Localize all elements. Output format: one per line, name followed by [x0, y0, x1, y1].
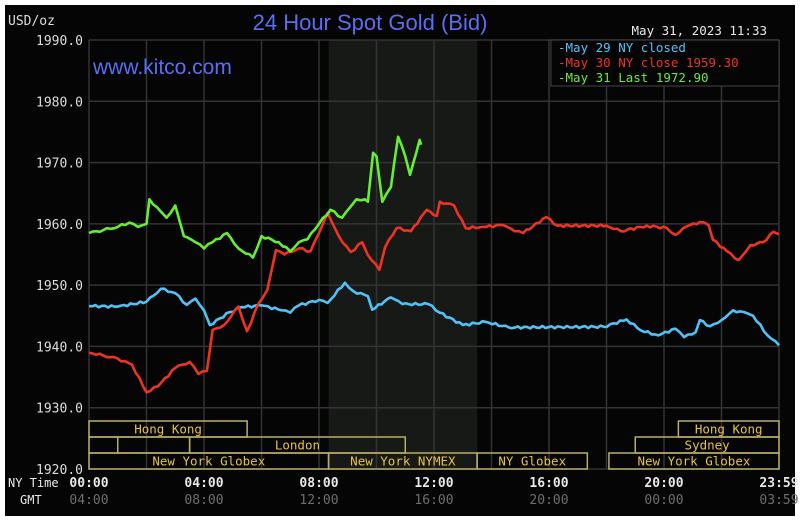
- session-label: Hong Kong: [695, 422, 763, 437]
- y-tick-label: 1920.0: [36, 463, 83, 478]
- y-axis-unit: USD/oz: [8, 14, 55, 29]
- kitco-watermark: www.kitco.com: [92, 56, 232, 79]
- series-line-3: [88, 135, 423, 259]
- session-label: New York NYMEX: [350, 454, 456, 469]
- session-box: [476, 452, 589, 470]
- y-axis-ticks: 1990.0 1980.0 1970.0 1960.0 1950.0 1940.0 1930…: [36, 34, 83, 478]
- series-lines: [88, 135, 780, 394]
- y-tick-label: 1940.0: [36, 340, 83, 355]
- legend-item-may29: -May 29 NY closed: [558, 40, 686, 55]
- session-label: London: [275, 438, 320, 453]
- gmt-label: GMT: [20, 493, 42, 507]
- y-tick-label: 1930.0: [36, 402, 83, 417]
- legend-item-may30: -May 30 NY close 1959.30: [558, 55, 739, 70]
- legend-item-may31: -May 31 Last 1972.90: [558, 70, 709, 85]
- x-tick-gmt: 03:59: [759, 493, 798, 508]
- x-tick-ny: 08:00: [299, 476, 338, 491]
- y-tick-label: 1950.0: [36, 279, 83, 294]
- y-tick-label: 1970.0: [36, 157, 83, 172]
- nymex-highlight-band: [328, 40, 478, 469]
- x-tick-ny: 23:59: [759, 476, 798, 491]
- x-tick-ny: 00:00: [69, 476, 108, 491]
- x-tick-ny: 16:00: [529, 476, 568, 491]
- x-tick-ny: 20:00: [644, 476, 683, 491]
- y-tick-label: 1990.0: [36, 34, 83, 49]
- y-tick-label: 1980.0: [36, 95, 83, 110]
- session-label: New York Globex: [638, 454, 751, 469]
- series-line-1: [88, 281, 780, 347]
- series-line-2: [88, 200, 780, 394]
- x-tick-ny: 12:00: [414, 476, 453, 491]
- ny-time-label: NY Time: [8, 476, 59, 490]
- session-label: Hong Kong: [134, 422, 202, 437]
- session-label: Sydney: [685, 438, 731, 453]
- x-tick-gmt: 16:00: [414, 493, 453, 508]
- x-tick-gmt: 04:00: [69, 493, 108, 508]
- timestamp: May 31, 2023 11:33: [632, 23, 767, 38]
- grid: [88, 39, 780, 470]
- x-tick-ny: 04:00: [184, 476, 223, 491]
- legend-box: [550, 39, 780, 87]
- x-tick-gmt: 08:00: [184, 493, 223, 508]
- y-tick-label: 1960.0: [36, 218, 83, 233]
- chart-title: 24 Hour Spot Gold (Bid): [253, 10, 488, 35]
- x-axis-ticks: 00:00 04:00 04:00 08:00 08:00 12:00 12:00 16:00…: [69, 476, 798, 508]
- x-tick-gmt: 00:00: [644, 493, 683, 508]
- session-label: New York Globex: [152, 454, 265, 469]
- session-box: [608, 452, 780, 470]
- x-tick-gmt: 20:00: [529, 493, 568, 508]
- legend: -May 29 NY closed -May 30 NY close 1959.…: [550, 39, 780, 87]
- x-tick-gmt: 12:00: [299, 493, 338, 508]
- session-label: NY Globex: [498, 454, 566, 469]
